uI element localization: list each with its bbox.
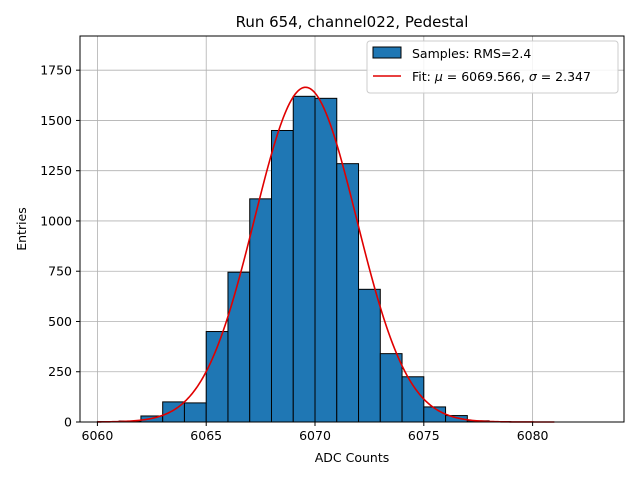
histogram-bar — [336, 163, 360, 423]
fit-curve — [97, 86, 555, 423]
x-tick-label: 6080 — [517, 428, 549, 443]
y-tick-label: 1250 — [40, 163, 72, 178]
y-tick-label: 500 — [48, 314, 72, 329]
histogram-bar — [183, 402, 207, 423]
histogram-bar — [249, 198, 272, 423]
legend-label-samples: Samples: RMS=2.4 — [412, 46, 531, 61]
y-axis-label: Entries — [14, 207, 29, 251]
y-tick-label: 250 — [48, 364, 72, 379]
y-tick-label: 0 — [64, 415, 72, 430]
x-tick-label: 6065 — [190, 428, 222, 443]
x-tick-label: 6075 — [408, 428, 440, 443]
legend-box — [366, 40, 619, 94]
axes-frame — [79, 35, 625, 423]
histogram-bar — [379, 353, 403, 423]
y-tick-label: 1750 — [40, 63, 72, 78]
legend-swatch-samples — [372, 46, 402, 59]
histogram-bar — [270, 129, 294, 423]
histogram-bar — [227, 271, 251, 423]
y-tick-label: 1000 — [40, 213, 72, 228]
histogram-bar — [292, 95, 316, 423]
y-tick-label: 1500 — [40, 113, 72, 128]
x-axis-ticks: 6060 6065 6070 6075 6080 — [82, 422, 549, 443]
y-axis-ticks: 0 250 500 750 1000 1250 1500 1750 — [40, 63, 80, 430]
legend-label-fit: Fit: μ = 6069.566, σ = 2.347 — [412, 69, 591, 84]
legend: Samples: RMS=2.4 Fit: μ = 6069.566, σ = … — [366, 40, 619, 94]
histogram-bar — [205, 331, 229, 423]
chart-title: Run 654, channel022, Pedestal — [236, 13, 469, 31]
histogram-bar — [401, 376, 425, 423]
x-tick-label: 6060 — [82, 428, 114, 443]
y-tick-label: 750 — [48, 264, 72, 279]
histogram-bar — [358, 288, 381, 423]
histogram-bar — [314, 97, 338, 423]
x-axis-label: ADC Counts — [315, 450, 390, 465]
x-tick-label: 6070 — [299, 428, 331, 443]
